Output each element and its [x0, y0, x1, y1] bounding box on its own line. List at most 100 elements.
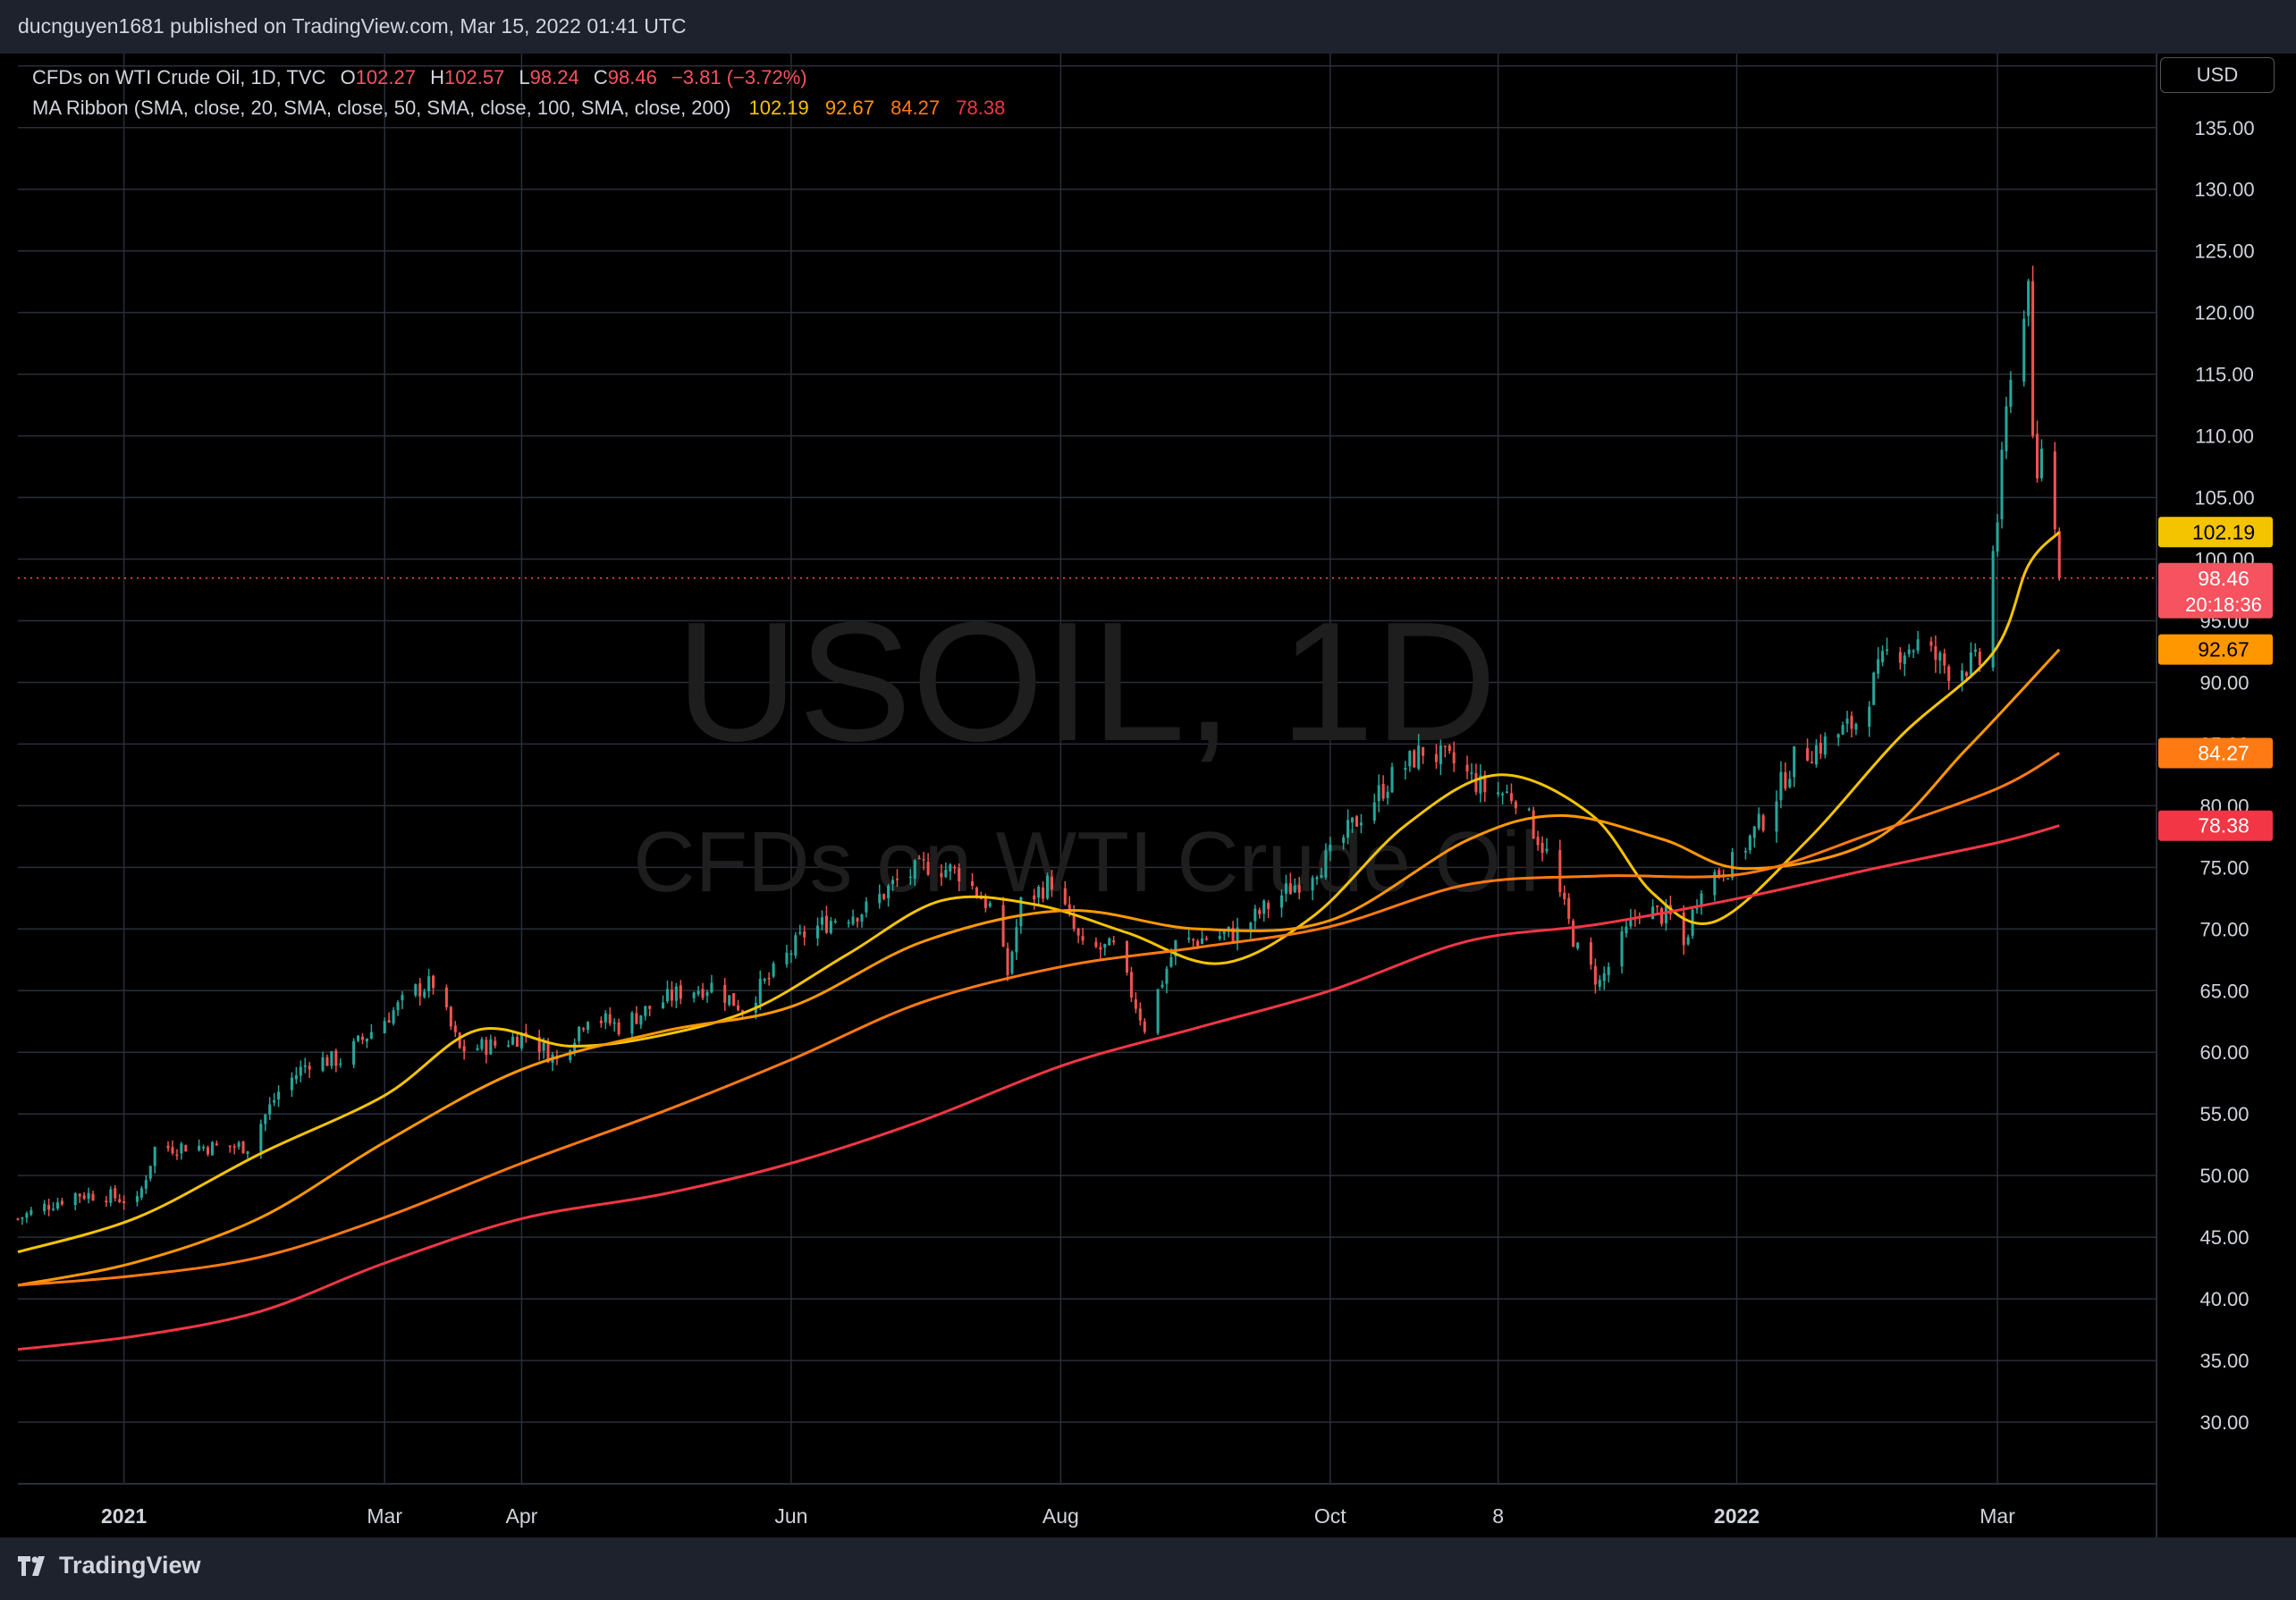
candle-body: [1810, 762, 1814, 764]
candle-body: [1726, 878, 1730, 880]
candle-body: [1593, 965, 1597, 985]
candle-body: [878, 894, 882, 904]
candle-body: [705, 991, 709, 997]
candle-body: [1315, 877, 1319, 880]
legend-ma200-value: 78.38: [956, 97, 1006, 119]
candle-body: [485, 1040, 488, 1056]
candle-body: [829, 921, 832, 933]
candle-body: [511, 1036, 515, 1045]
candle-body: [913, 860, 916, 880]
candle-body: [277, 1091, 281, 1100]
last-price-tag: [2158, 562, 2273, 619]
time-tick-label: 8: [1492, 1504, 1504, 1528]
candle-body: [701, 989, 705, 998]
candle-body: [767, 977, 771, 980]
candle-body: [1129, 972, 1133, 998]
candle-body: [958, 868, 961, 882]
tradingview-logo[interactable]: TradingView: [18, 1552, 201, 1579]
candle-body: [480, 1039, 484, 1049]
last-price-value: 98.46: [2198, 567, 2250, 590]
ma-price-tag-text: 84.27: [2198, 741, 2250, 764]
candle-body: [1505, 791, 1509, 794]
candle-body: [175, 1154, 179, 1157]
candle-body: [1350, 817, 1355, 823]
price-tick-label: 135.00: [2194, 117, 2254, 139]
candle-body: [387, 1020, 391, 1023]
candle-body: [357, 1035, 360, 1041]
candle-body: [524, 1032, 528, 1036]
candle-body: [1448, 745, 1451, 752]
candle-body: [983, 897, 987, 909]
candle-body: [1377, 785, 1380, 802]
candle-body: [1868, 706, 1871, 727]
candle-body: [599, 1020, 603, 1023]
time-axis[interactable]: 2021 Mar Apr Jun Aug Oct 8 2022 Mar: [101, 1504, 2015, 1528]
candle-body: [604, 1013, 607, 1023]
time-tick-label: Jun: [774, 1504, 807, 1528]
candle-body: [1081, 936, 1085, 941]
candle-body: [1929, 641, 1933, 646]
candle-body: [427, 976, 431, 991]
candle-body: [1267, 903, 1270, 910]
legend-symbol-row: CFDs on WTI Crude Oil, 1D, TVC O102.27 H…: [32, 63, 1005, 93]
candle-body: [979, 897, 983, 900]
tradingview-brand: TradingView: [59, 1552, 201, 1579]
price-tick-label: 120.00: [2194, 302, 2254, 324]
candle-body: [153, 1147, 156, 1166]
candle-body: [887, 885, 891, 898]
candle-body: [325, 1057, 329, 1066]
candle-body: [546, 1043, 550, 1063]
price-tick-label: 60.00: [2199, 1041, 2249, 1064]
candle-body: [1748, 835, 1752, 851]
candle-body: [237, 1142, 241, 1148]
candle-body: [648, 1006, 652, 1009]
candle-body: [228, 1145, 232, 1148]
ma-price-tag: [2158, 634, 2273, 665]
candle-body: [1872, 672, 1876, 705]
candle-body: [1076, 928, 1080, 936]
candle-body: [692, 992, 696, 998]
candle-body: [1045, 875, 1050, 899]
candle-body: [944, 870, 948, 878]
candle-body: [798, 931, 802, 934]
candle-body: [789, 953, 793, 955]
candle-body: [1293, 885, 1296, 893]
legend-ma20-value: 102.19: [748, 97, 809, 119]
candle-body: [608, 1014, 612, 1024]
candle-body: [449, 1006, 452, 1027]
legend-high-key: H: [430, 66, 444, 88]
candle-body: [444, 987, 448, 1007]
ma-price-tag-text: 92.67: [2198, 638, 2250, 661]
candle-body: [1916, 639, 1920, 651]
time-tick-label: Mar: [367, 1504, 402, 1528]
candle-body: [1470, 772, 1473, 774]
candle-body: [264, 1114, 267, 1124]
candle-body: [1165, 968, 1169, 984]
candle-body: [184, 1145, 188, 1152]
chart-legend: CFDs on WTI Crude Oil, 1D, TVC O102.27 H…: [32, 63, 1005, 123]
price-tick-label: 105.00: [2194, 487, 2254, 509]
price-chart[interactable]: USOIL, 1D CFDs on WTI Crude Oil 30.00 35.…: [0, 54, 2296, 1537]
candle-body: [1311, 878, 1314, 891]
legend-close: 98.46: [607, 66, 657, 88]
candle-body: [710, 982, 713, 993]
candle-body: [1527, 808, 1531, 811]
candle-body: [198, 1145, 201, 1151]
candle-body: [215, 1143, 218, 1146]
candle-body: [737, 1005, 740, 1011]
currency-button[interactable]: USD: [2160, 57, 2275, 93]
candle-body: [494, 1040, 497, 1046]
candle-body: [453, 1025, 457, 1032]
legend-open-key: O: [340, 66, 356, 88]
candle-body: [418, 983, 422, 997]
candle-body: [246, 1150, 249, 1154]
candle-body: [507, 1045, 511, 1047]
candle-body: [820, 917, 824, 925]
chart-grid: [18, 54, 2157, 1537]
candle-body: [423, 991, 426, 998]
candle-body: [1814, 745, 1818, 765]
ma-line-sma-50: [17, 648, 2061, 1287]
price-tick-label: 30.00: [2199, 1411, 2249, 1434]
candle-body: [30, 1209, 33, 1215]
price-tick-label: 55.00: [2199, 1103, 2249, 1125]
